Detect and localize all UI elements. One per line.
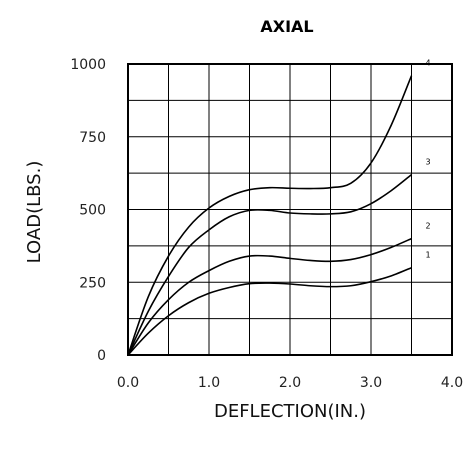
x-tick-label: 3.0 — [360, 375, 382, 391]
y-tick-label: 500 — [79, 203, 106, 219]
x-axis-label: DEFLECTION(IN.) — [214, 401, 366, 422]
plot-frame — [127, 63, 453, 356]
x-tick-label: 2.0 — [279, 375, 301, 391]
series-line-4 — [127, 75, 413, 356]
series-line-2 — [127, 237, 412, 356]
y-tick-label: 250 — [79, 275, 106, 291]
series-label-1: 1 — [426, 251, 431, 260]
y-tick-label: 1000 — [70, 57, 106, 73]
x-tick-label: 1.0 — [198, 375, 220, 391]
y-axis-label: LOAD(LBS.) — [24, 161, 45, 264]
y-tick-label: 750 — [79, 130, 106, 146]
series-label-3: 3 — [426, 158, 431, 167]
tick-layer: 0.0 1.0 2.0 3.0 4.0 0 250 500 750 1000 — [70, 57, 463, 391]
chart-title: AXIAL — [260, 17, 313, 36]
series-label-2: 2 — [426, 222, 431, 231]
grid-layer — [128, 64, 452, 355]
series-line-3 — [127, 173, 412, 356]
y-tick-label: 0 — [97, 348, 106, 364]
series-line-1 — [127, 266, 412, 356]
x-tick-label: 4.0 — [441, 375, 463, 391]
x-tick-label: 0.0 — [117, 375, 139, 391]
